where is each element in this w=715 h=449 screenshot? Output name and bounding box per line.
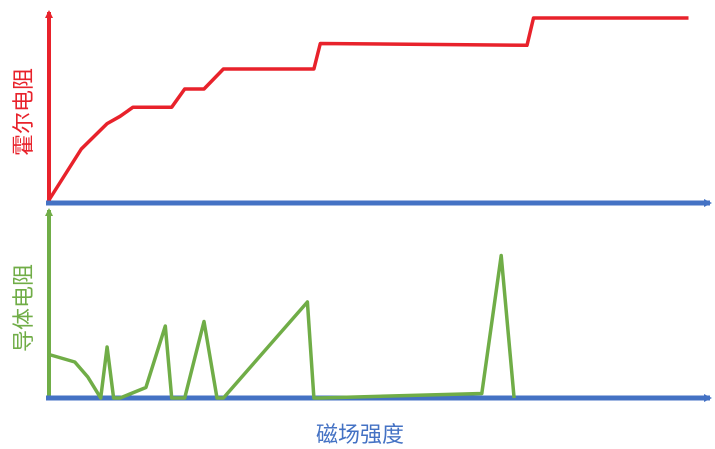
hall-resistance-axis-label: 霍尔电阻 [12,68,37,157]
conductor-resistance-panel [45,208,712,402]
hall-resistance-panel [45,10,712,207]
hall-resistance-series-line [47,16,689,201]
magnetic-field-axis-label: 磁场强度 [315,423,404,448]
conductor-resistance-axis-label: 导体电阻 [12,264,37,353]
conductor-resistance-series-line [48,253,516,400]
